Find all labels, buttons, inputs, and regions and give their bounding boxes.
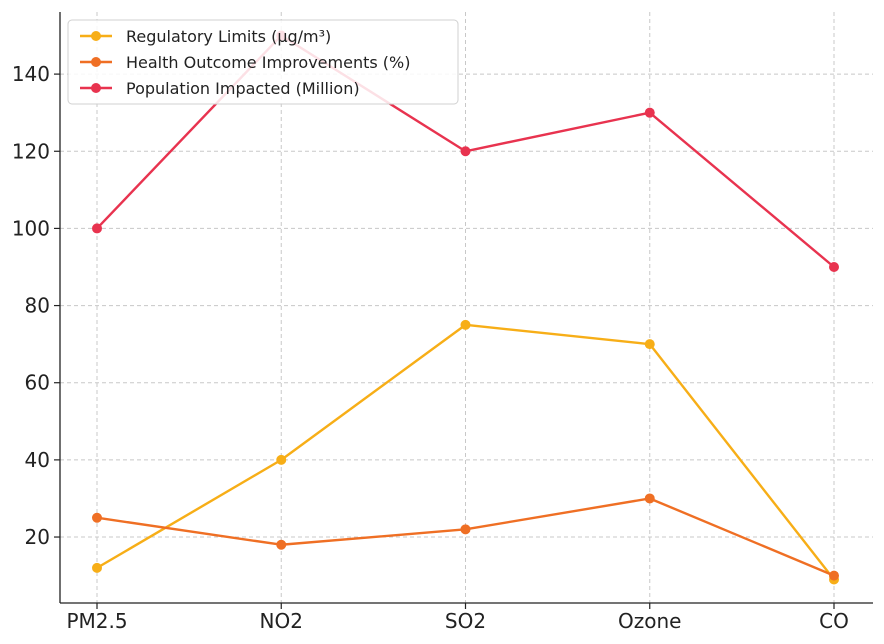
legend: Regulatory Limits (µg/m³) Health Outcome … [67,19,459,105]
y-tick-label: 20 [25,525,50,549]
y-tick-label: 80 [25,294,50,318]
y-tick-label: 120 [12,139,50,163]
data-point [92,512,102,523]
x-tick-label: SO2 [445,609,486,633]
data-point [644,107,655,118]
x-tick-label: Ozone [618,609,681,633]
series-group [92,30,839,585]
y-tick-label: 40 [25,448,50,472]
y-tick-label: 100 [12,216,50,240]
series-0 [92,319,839,585]
data-point [829,570,839,581]
x-tick-label: NO2 [260,609,303,633]
legend-box [67,19,459,105]
legend-swatch-marker [91,31,101,41]
axes: PM2.5 NO2 SO2 Ozone CO 20 40 60 80 100 120 140 [12,12,873,633]
data-point [460,524,471,535]
legend-label: Regulatory Limits (µg/m³) [126,27,331,46]
data-point [460,146,471,157]
data-point [644,339,655,350]
data-point [92,562,102,573]
data-point [460,319,471,330]
legend-label: Population Impacted (Million) [126,79,360,98]
legend-swatch-marker [91,57,101,67]
x-tick-label: CO [819,609,849,633]
data-point [276,454,287,465]
data-point [829,261,839,272]
data-point [276,539,287,550]
series-1 [92,493,839,581]
y-tick-label: 60 [25,371,50,395]
legend-swatch-marker [91,83,101,93]
data-point [92,223,102,234]
data-point [644,493,655,504]
y-tick-label: 140 [12,62,50,86]
x-tick-label: PM2.5 [66,609,127,633]
legend-label: Health Outcome Improvements (%) [126,53,410,72]
